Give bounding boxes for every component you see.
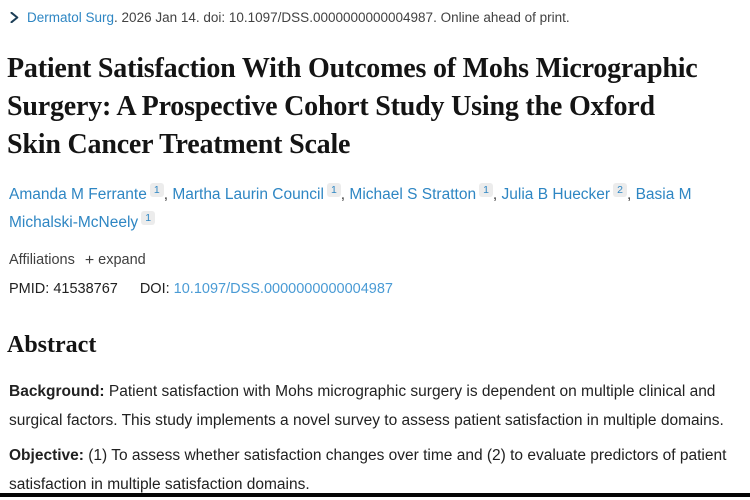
pmid-value: 41538767 (53, 281, 118, 297)
author: Julia B Huecker 2, (501, 183, 636, 203)
affiliation-sup-link[interactable]: 1 (326, 183, 341, 197)
citation-bar: Dermatol Surg. 2026 Jan 14. doi: 10.1097… (9, 0, 750, 27)
paragraph-label: Objective: (9, 447, 84, 464)
affiliation-sup-link[interactable]: 2 (613, 183, 627, 197)
identifiers-row: PMID: 41538767 DOI: 10.1097/DSS.000000000… (9, 279, 730, 299)
author-separator: , (626, 186, 636, 203)
author-link[interactable]: Amanda M Ferrante (9, 186, 147, 203)
paragraph-text: (1) To assess whether satisfaction chang… (9, 447, 727, 493)
doi-link[interactable]: 10.1097/DSS.0000000000004987 (173, 281, 393, 297)
author-link[interactable]: Julia B Huecker (501, 186, 611, 203)
author-separator: , (340, 186, 350, 203)
author: Amanda M Ferrante 1, (9, 183, 173, 203)
paragraph-label: Background: (9, 383, 105, 400)
abstract-heading: Abstract (7, 332, 97, 358)
citation-meta: . 2026 Jan 14. doi: 10.1097/DSS.00000000… (114, 10, 570, 25)
abstract-paragraph-objective: Objective: (1) To assess whether satisfa… (9, 442, 731, 499)
abstract-paragraph-background: Background: Patient satisfaction with Mo… (9, 378, 731, 435)
expand-affiliations-button[interactable]: + expand (85, 250, 146, 270)
author-link[interactable]: Michael S Stratton (349, 186, 477, 203)
paragraph-text: Patient satisfaction with Mohs micrograp… (9, 383, 724, 429)
affiliation-sup-link[interactable]: 1 (479, 183, 493, 197)
affiliation-sup-link[interactable]: 1 (149, 183, 164, 197)
author: Michael S Stratton 1, (349, 183, 502, 203)
affiliations-label: Affiliations (9, 252, 75, 268)
affiliations-row: Affiliations + expand (9, 250, 730, 270)
article-title: Patient Satisfaction With Outcomes of Mo… (7, 53, 698, 160)
bottom-cutoff-rule (0, 493, 750, 497)
expand-label: expand (98, 252, 146, 268)
author-link[interactable]: Martha Laurin Council (172, 186, 324, 203)
author: Martha Laurin Council 1, (172, 183, 350, 203)
chevron-right-icon[interactable] (9, 10, 20, 24)
author-separator: , (163, 186, 173, 203)
doi-label: DOI: (139, 281, 170, 297)
pmid-label: PMID: (9, 281, 50, 297)
author-list: Amanda M Ferrante 1, Martha Laurin Counci… (9, 181, 709, 237)
author: Basia M Michalski-McNeely 1 (9, 186, 692, 231)
affiliation-sup-link[interactable]: 1 (141, 211, 156, 225)
journal-link[interactable]: Dermatol Surg (27, 10, 115, 25)
author-link[interactable]: Basia M Michalski-McNeely (9, 186, 692, 231)
author-separator: , (492, 186, 502, 203)
plus-icon: + (84, 252, 95, 269)
